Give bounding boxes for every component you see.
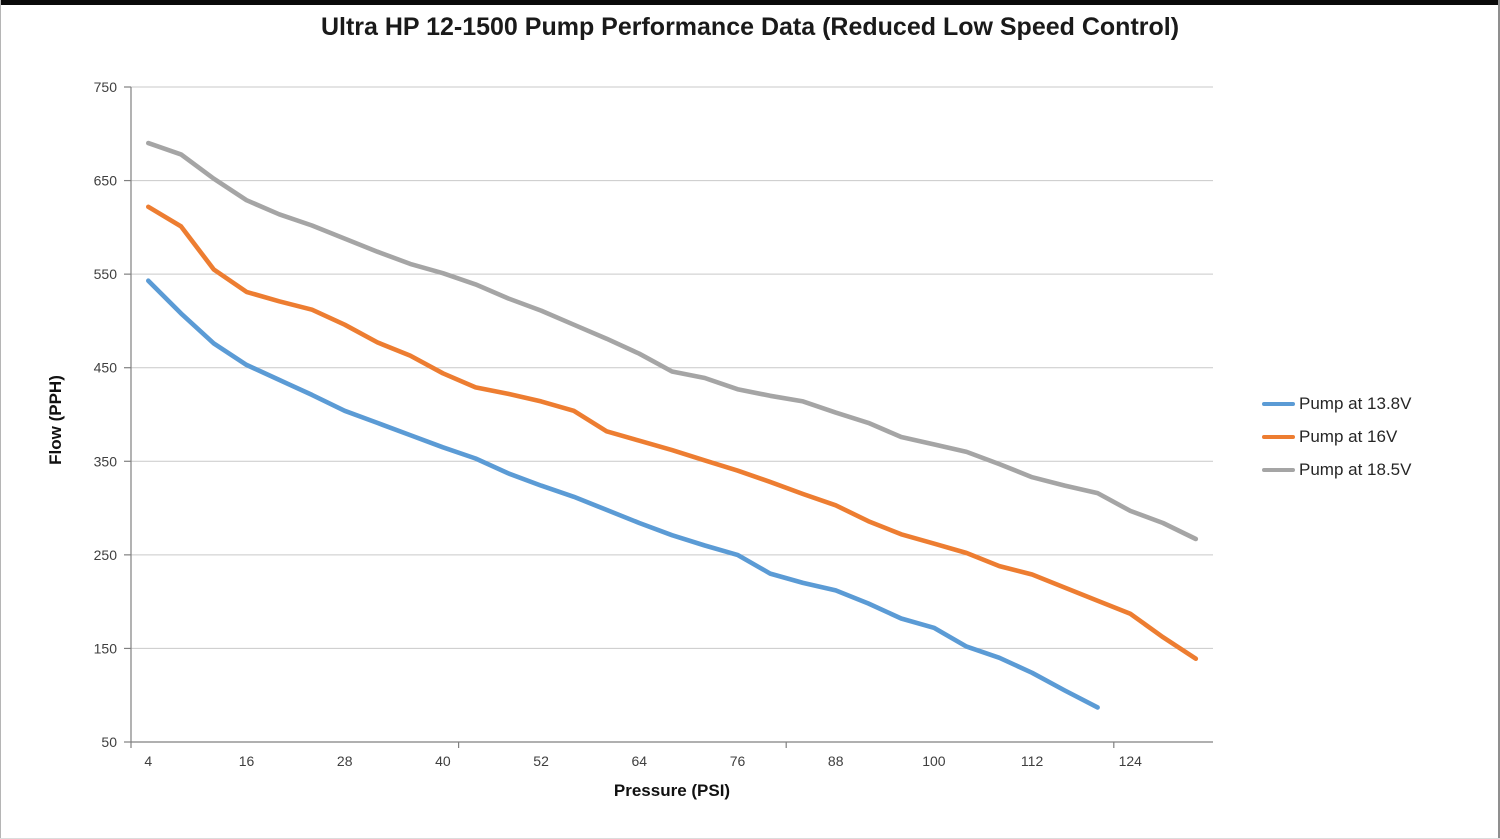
x-tick-label-4: 4: [144, 753, 152, 769]
screenshot-left-border: [0, 0, 1, 839]
legend-line-swatch-blue: [1262, 401, 1295, 406]
series-line-pump-at-16v: [146, 204, 1199, 662]
x-tick-label-52: 52: [533, 753, 549, 769]
x-tick-label-64: 64: [632, 753, 648, 769]
legend-line-swatch-gray: [1262, 467, 1295, 472]
y-tick-label-650: 650: [94, 173, 118, 189]
y-tick-label-450: 450: [94, 360, 118, 376]
legend-label: Pump at 16V: [1299, 426, 1398, 446]
x-axis-title: Pressure (PSI): [613, 781, 731, 800]
x-tick-label-16: 16: [239, 753, 255, 769]
legend-line-swatch-orange: [1262, 434, 1295, 439]
y-tick-label-50: 50: [101, 734, 117, 750]
legend-item-pump-13-8v: Pump at 13.8V: [1262, 387, 1492, 420]
screenshot-right-border: [1498, 0, 1500, 839]
screenshot-top-border: [0, 0, 1500, 5]
y-tick-label-750: 750: [94, 79, 118, 95]
legend-item-pump-16v: Pump at 16V: [1262, 420, 1492, 453]
y-tick-label-350: 350: [94, 453, 118, 469]
x-tick-label-76: 76: [730, 753, 746, 769]
legend-label: Pump at 13.8V: [1299, 393, 1412, 413]
y-tick-label-550: 550: [94, 266, 118, 282]
series-line-pump-at-18.5v: [146, 140, 1199, 542]
y-tick-label-250: 250: [94, 547, 118, 563]
x-tick-label-112: 112: [1021, 753, 1044, 769]
y-tick-label-150: 150: [94, 640, 118, 656]
legend-item-pump-18-5v: Pump at 18.5V: [1262, 453, 1492, 486]
x-tick-label-28: 28: [337, 753, 353, 769]
x-tick-label-124: 124: [1119, 753, 1143, 769]
legend-label: Pump at 18.5V: [1299, 459, 1412, 479]
chart-title: Ultra HP 12-1500 Pump Performance Data (…: [320, 13, 1180, 41]
y-axis-title: Flow (PPH): [46, 375, 65, 465]
x-tick-label-100: 100: [922, 753, 946, 769]
chart-legend: Pump at 13.8V Pump at 16V Pump at 18.5V: [1262, 387, 1492, 486]
x-tick-label-40: 40: [435, 753, 451, 769]
series-line-pump-at-13.8v: [146, 278, 1100, 710]
x-tick-label-88: 88: [828, 753, 844, 769]
